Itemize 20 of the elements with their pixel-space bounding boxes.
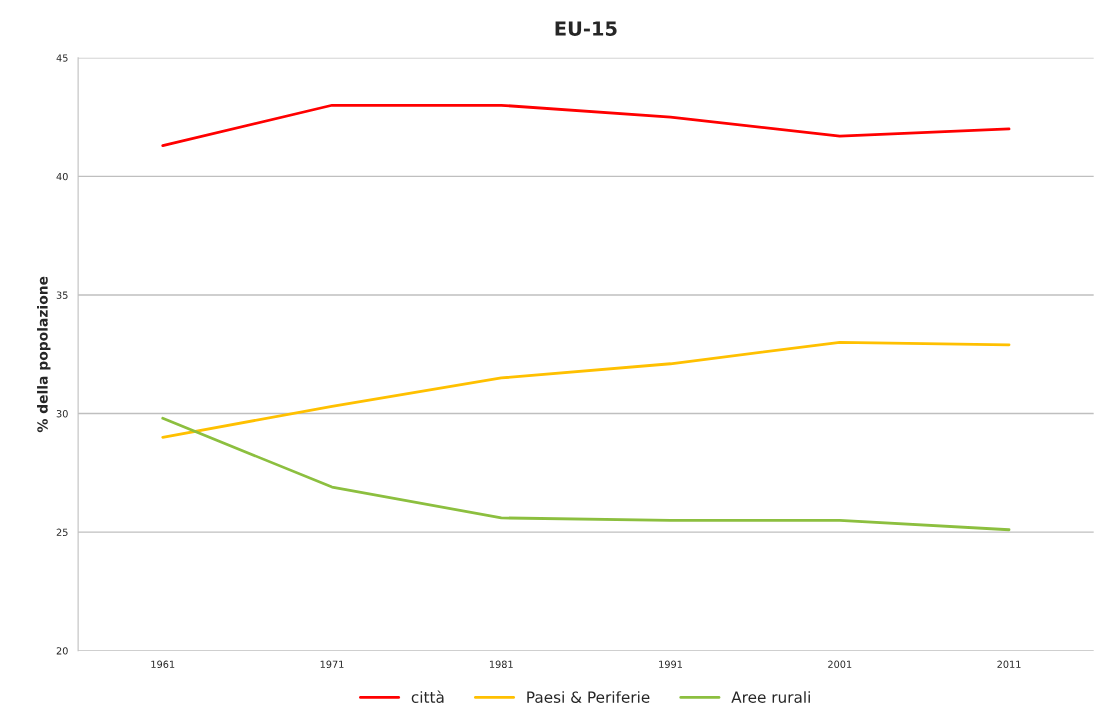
x-tick-label: 1971 (320, 660, 344, 668)
legend-label: Aree rurali (731, 691, 810, 703)
y-tick-label: 35 (56, 291, 68, 299)
y-axis-title: % della popolazione (37, 276, 51, 433)
x-tick-label: 2001 (828, 660, 852, 668)
x-tick-label: 1961 (151, 660, 175, 668)
y-tick-label: 30 (56, 410, 68, 418)
legend-label: città (411, 690, 444, 703)
line-series (161, 103, 1011, 147)
y-tick-label: 25 (56, 528, 68, 536)
line-series (161, 341, 1011, 439)
x-tick-label: 2011 (997, 660, 1021, 668)
y-tick-label: 40 (56, 172, 68, 181)
legend-label: Paesi & Periferie (527, 691, 650, 703)
line-series (161, 416, 1011, 532)
x-tick-label: 1991 (659, 660, 682, 668)
x-tick-label: 1981 (489, 660, 513, 668)
chart-title: EU-15 (555, 21, 617, 36)
y-tick-label: 45 (56, 54, 68, 62)
y-tick-label: 20 (56, 647, 68, 655)
